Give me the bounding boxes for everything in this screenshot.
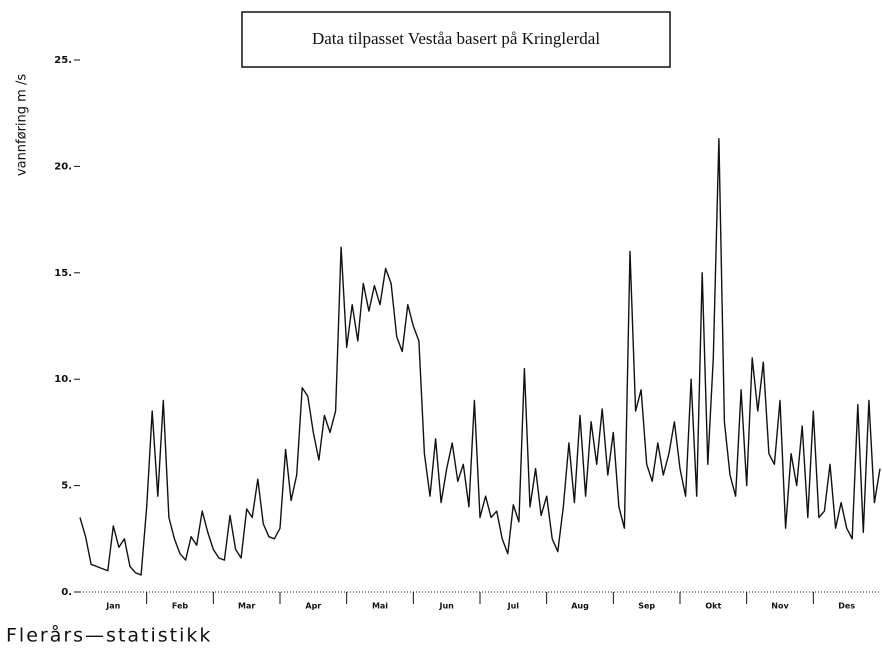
- chart-title: Data tilpasset Veståa basert på Kringler…: [312, 29, 600, 48]
- y-tick-label: 0.: [61, 587, 72, 598]
- y-tick-label: 20.: [54, 161, 72, 172]
- x-tick-label: Jan: [105, 602, 120, 611]
- x-tick-label: Mar: [238, 602, 255, 611]
- x-tick-label: Des: [838, 602, 855, 611]
- y-tick-label: 15.: [54, 268, 72, 279]
- y-axis-label: vannføring m /s: [15, 74, 30, 176]
- y-tick-label: 5.: [61, 481, 72, 492]
- x-tick-label: Okt: [705, 602, 721, 611]
- x-tick-label: Jun: [438, 602, 454, 611]
- y-tick-label: 10.: [54, 374, 72, 385]
- x-tick-label: Sep: [638, 602, 655, 611]
- title-box: [241, 11, 671, 68]
- flow-line: [79, 138, 881, 576]
- x-tick-label: Nov: [771, 602, 789, 611]
- x-tick-label: Jul: [507, 602, 520, 611]
- footer: Flerårs—statistikk: [6, 624, 212, 647]
- y-tick-label: 25.: [54, 55, 72, 66]
- x-tick-label: Apr: [305, 602, 321, 611]
- x-tick-label: Feb: [172, 602, 189, 611]
- x-tick-label: Mai: [372, 602, 388, 611]
- x-tick-label: Aug: [571, 602, 589, 611]
